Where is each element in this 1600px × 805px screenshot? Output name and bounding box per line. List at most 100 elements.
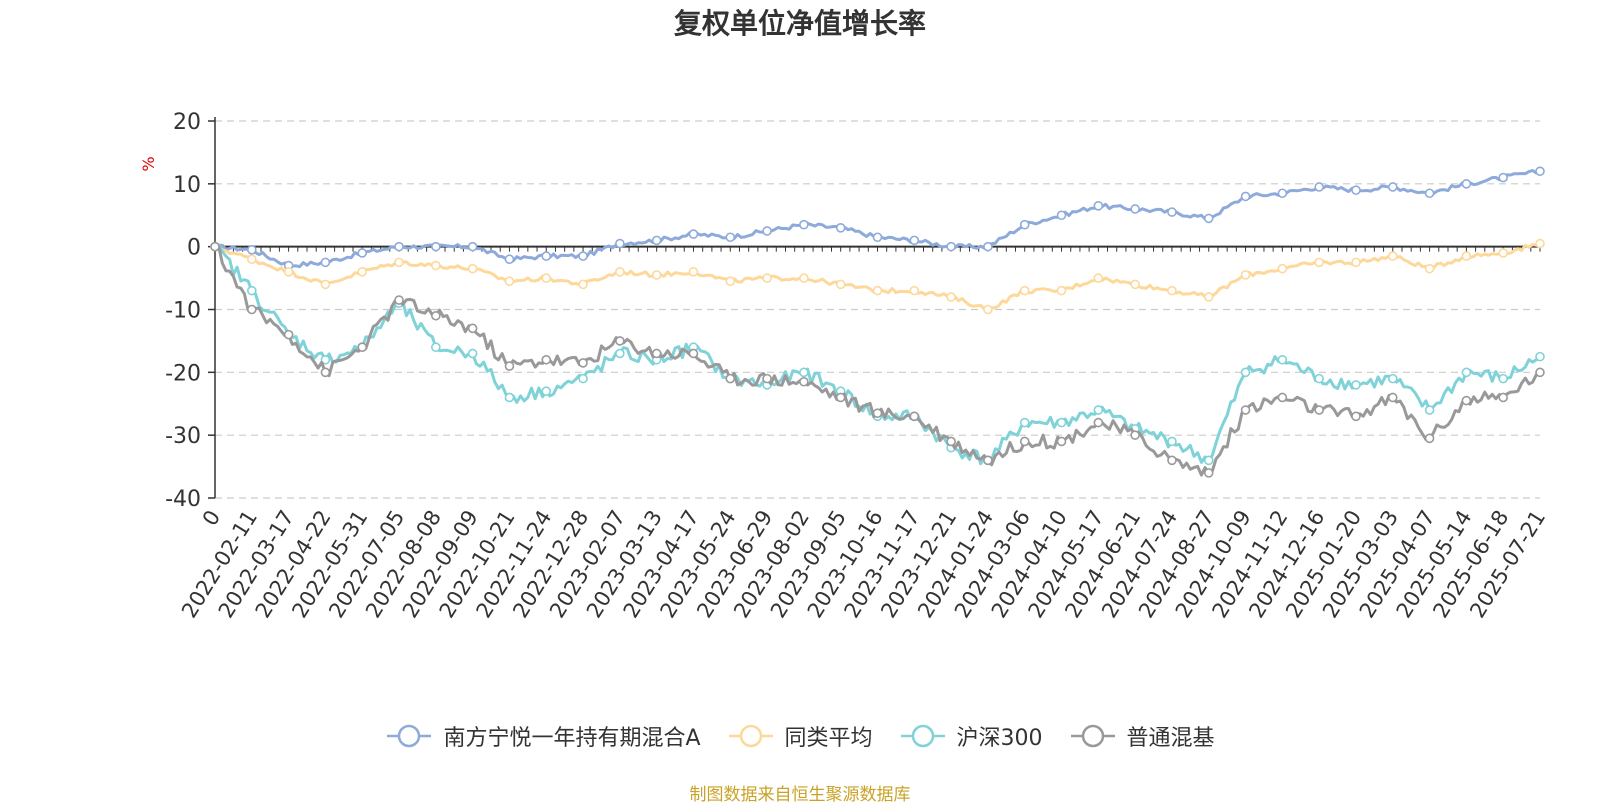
series-point-3 [651, 348, 662, 359]
series-point-0 [394, 241, 404, 252]
grid-lines [215, 120, 1540, 499]
series-point-2 [320, 354, 331, 365]
series-point-1 [872, 285, 883, 296]
series-line-0 [214, 169, 1541, 269]
y-tick-label: -40 [165, 487, 201, 512]
series-point-0 [1387, 182, 1398, 192]
series-point-0 [578, 251, 588, 261]
series-point-1 [1387, 251, 1398, 261]
series-point-1 [799, 273, 809, 283]
series-point-1 [1351, 257, 1361, 268]
y-tick-label: 20 [173, 110, 201, 135]
series-point-1 [467, 263, 478, 274]
series-point-3 [1167, 455, 1177, 466]
series-point-1 [320, 279, 331, 290]
series-point-3 [1277, 392, 1288, 403]
series-point-0 [1461, 179, 1472, 189]
series-point-1 [1093, 273, 1104, 283]
y-tick-label: -10 [165, 299, 201, 324]
series-point-2 [1535, 351, 1545, 362]
series-point-1 [1498, 248, 1508, 258]
series-point-3 [615, 336, 625, 346]
series-point-1 [909, 285, 920, 296]
series-point-3 [1056, 436, 1067, 447]
series-point-3 [1240, 405, 1251, 415]
series-point-1 [1056, 285, 1067, 296]
legend-label: 普通混基 [1126, 726, 1215, 751]
series-point-0 [651, 235, 662, 246]
series-point-0 [1130, 204, 1140, 214]
series-point-3 [210, 241, 220, 252]
series-point-2 [1351, 380, 1361, 390]
series-point-0 [357, 248, 368, 258]
series-point-1 [688, 266, 699, 277]
series-point-1 [1019, 285, 1030, 296]
series-line-2 [214, 243, 1541, 466]
series-point-0 [320, 257, 331, 268]
series-point-3 [1314, 405, 1324, 415]
x-tick-label: 0 [198, 506, 225, 530]
legend: 南方宁悦一年持有期混合A 同类平均 沪深300 普通混基 [0, 720, 1600, 752]
series-point-2 [1461, 367, 1472, 378]
series-point-3 [541, 354, 552, 365]
series-point-0 [1424, 188, 1435, 199]
series-point-3 [283, 329, 294, 340]
series-point-1 [504, 276, 515, 287]
series-point-0 [1535, 166, 1545, 177]
series-point-0 [1056, 210, 1067, 221]
series-point-0 [1167, 207, 1177, 217]
series-point-0 [835, 223, 846, 233]
series-point-3 [1535, 367, 1545, 378]
series-point-0 [1498, 172, 1508, 183]
y-tick-label: 0 [187, 236, 201, 261]
series-point-1 [247, 254, 257, 265]
series-line-3 [214, 245, 1541, 477]
series-point-3 [872, 408, 883, 418]
series-point-3 [247, 304, 257, 315]
series-point-1 [394, 257, 404, 268]
legend-label: 同类平均 [784, 726, 873, 751]
series-point-0 [688, 229, 699, 239]
series-point-0 [872, 232, 883, 243]
source-note: 制图数据来自恒生聚源数据库 [689, 785, 911, 805]
series-point-1 [1130, 279, 1140, 290]
series-point-0 [1277, 188, 1288, 199]
series-point-2 [1019, 417, 1030, 428]
series-point-0 [725, 232, 736, 243]
series-point-3 [1019, 436, 1030, 447]
series-point-2 [1240, 367, 1251, 378]
series-point-3 [762, 373, 772, 384]
series-point-3 [431, 310, 441, 321]
series-point-2 [1093, 405, 1104, 415]
y-tick-label: 10 [173, 173, 201, 198]
series-point-0 [1314, 182, 1324, 192]
legend-item-1[interactable]: 同类平均 [727, 720, 873, 752]
axes [208, 117, 1541, 499]
legend-item-0[interactable]: 南方宁悦一年持有期混合A [385, 720, 701, 752]
series-point-2 [578, 373, 588, 384]
series-point-1 [1314, 257, 1324, 268]
series-point-1 [1461, 251, 1472, 261]
series-point-2 [467, 348, 478, 359]
series-point-3 [320, 367, 331, 378]
series-point-2 [799, 367, 809, 378]
series-point-0 [946, 241, 956, 252]
series-point-1 [615, 266, 625, 277]
series-point-1 [835, 279, 846, 290]
series-point-3 [688, 348, 699, 359]
series-point-1 [1240, 270, 1251, 280]
series-point-2 [431, 342, 441, 353]
series-point-3 [1461, 395, 1472, 406]
series-point-3 [909, 411, 920, 422]
series-point-1 [357, 266, 368, 277]
series-point-1 [578, 279, 588, 290]
legend-item-3[interactable]: 普通混基 [1069, 720, 1215, 752]
series-point-1 [541, 273, 552, 283]
series-point-2 [541, 386, 552, 396]
series-point-1 [1277, 263, 1288, 274]
series-point-0 [541, 251, 552, 261]
legend-item-2[interactable]: 沪深300 [899, 720, 1043, 752]
legend-line-circle-icon [728, 724, 773, 748]
series-point-3 [578, 358, 588, 368]
